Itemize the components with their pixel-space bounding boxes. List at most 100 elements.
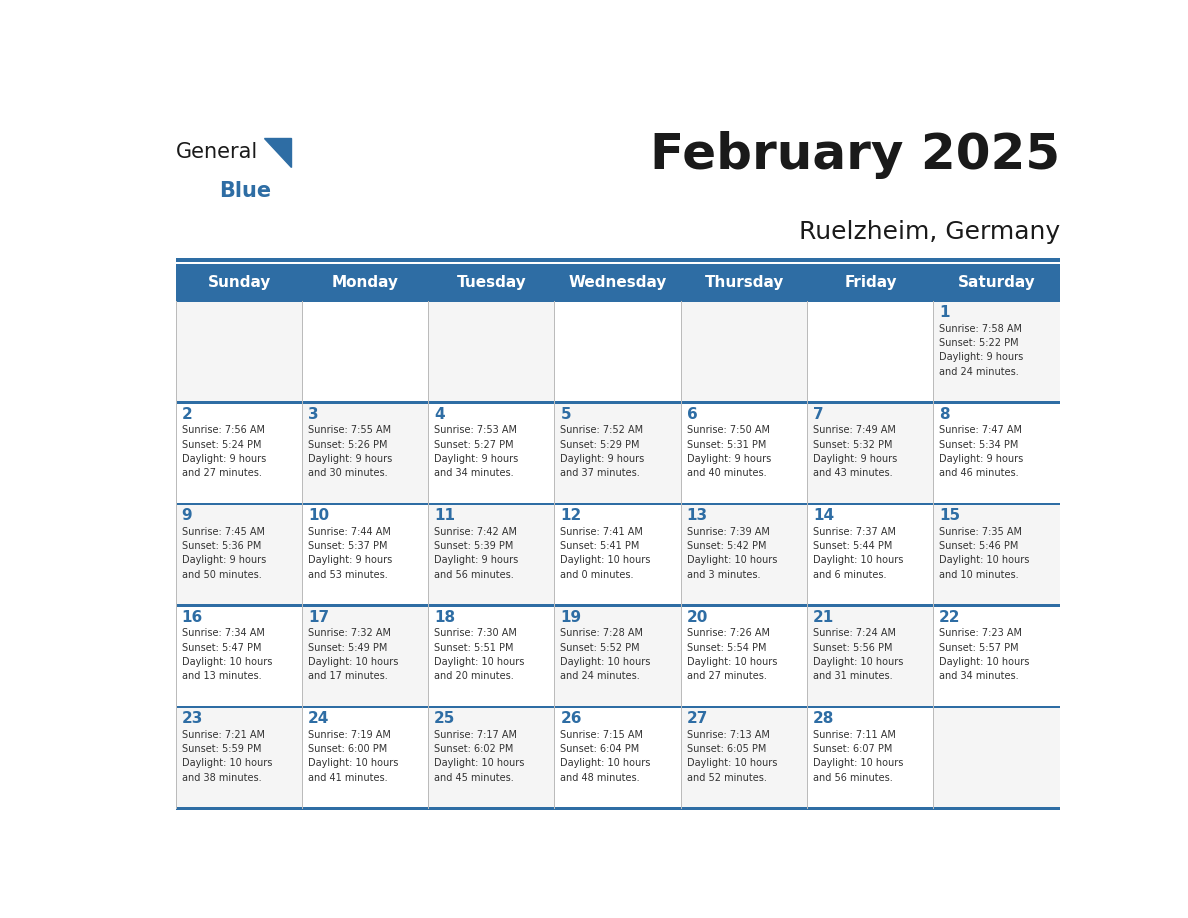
Bar — [934, 402, 1060, 504]
Text: 5: 5 — [561, 407, 571, 421]
Text: 23: 23 — [182, 711, 203, 726]
Bar — [808, 504, 934, 606]
Polygon shape — [264, 139, 291, 167]
Text: General: General — [176, 142, 258, 162]
Bar — [176, 504, 303, 606]
Bar — [303, 707, 429, 809]
Bar — [555, 402, 681, 504]
Text: Sunrise: 7:52 AM
Sunset: 5:29 PM
Daylight: 9 hours
and 37 minutes.: Sunrise: 7:52 AM Sunset: 5:29 PM Dayligh… — [561, 425, 645, 478]
Text: Tuesday: Tuesday — [457, 275, 526, 290]
Bar — [176, 808, 1060, 810]
Text: Sunrise: 7:53 AM
Sunset: 5:27 PM
Daylight: 9 hours
and 34 minutes.: Sunrise: 7:53 AM Sunset: 5:27 PM Dayligh… — [434, 425, 518, 478]
Text: Sunrise: 7:55 AM
Sunset: 5:26 PM
Daylight: 9 hours
and 30 minutes.: Sunrise: 7:55 AM Sunset: 5:26 PM Dayligh… — [308, 425, 392, 478]
Text: Sunrise: 7:23 AM
Sunset: 5:57 PM
Daylight: 10 hours
and 34 minutes.: Sunrise: 7:23 AM Sunset: 5:57 PM Dayligh… — [940, 628, 1030, 681]
Bar — [176, 300, 1060, 302]
Text: 15: 15 — [940, 509, 960, 523]
Text: Sunrise: 7:47 AM
Sunset: 5:34 PM
Daylight: 9 hours
and 46 minutes.: Sunrise: 7:47 AM Sunset: 5:34 PM Dayligh… — [940, 425, 1024, 478]
Text: Sunrise: 7:45 AM
Sunset: 5:36 PM
Daylight: 9 hours
and 50 minutes.: Sunrise: 7:45 AM Sunset: 5:36 PM Dayligh… — [182, 527, 266, 580]
Bar — [176, 301, 303, 402]
Text: Monday: Monday — [331, 275, 399, 290]
Bar — [808, 707, 934, 809]
Bar — [808, 402, 934, 504]
Text: Sunrise: 7:15 AM
Sunset: 6:04 PM
Daylight: 10 hours
and 48 minutes.: Sunrise: 7:15 AM Sunset: 6:04 PM Dayligh… — [561, 730, 651, 783]
Text: Sunrise: 7:17 AM
Sunset: 6:02 PM
Daylight: 10 hours
and 45 minutes.: Sunrise: 7:17 AM Sunset: 6:02 PM Dayligh… — [434, 730, 525, 783]
Text: 20: 20 — [687, 610, 708, 625]
Text: Sunrise: 7:28 AM
Sunset: 5:52 PM
Daylight: 10 hours
and 24 minutes.: Sunrise: 7:28 AM Sunset: 5:52 PM Dayligh… — [561, 628, 651, 681]
Text: Sunrise: 7:41 AM
Sunset: 5:41 PM
Daylight: 10 hours
and 0 minutes.: Sunrise: 7:41 AM Sunset: 5:41 PM Dayligh… — [561, 527, 651, 580]
Text: 11: 11 — [434, 509, 455, 523]
Bar — [681, 301, 808, 402]
Bar — [429, 301, 555, 402]
Text: 9: 9 — [182, 509, 192, 523]
Bar — [555, 301, 681, 402]
Bar — [429, 606, 555, 707]
Text: 19: 19 — [561, 610, 582, 625]
Text: Sunrise: 7:11 AM
Sunset: 6:07 PM
Daylight: 10 hours
and 56 minutes.: Sunrise: 7:11 AM Sunset: 6:07 PM Dayligh… — [813, 730, 903, 783]
Text: Sunrise: 7:32 AM
Sunset: 5:49 PM
Daylight: 10 hours
and 17 minutes.: Sunrise: 7:32 AM Sunset: 5:49 PM Dayligh… — [308, 628, 398, 681]
Text: 2: 2 — [182, 407, 192, 421]
Text: Saturday: Saturday — [958, 275, 1036, 290]
Text: Blue: Blue — [220, 181, 272, 201]
Bar — [681, 402, 808, 504]
Bar — [303, 606, 429, 707]
Text: 4: 4 — [434, 407, 444, 421]
Bar — [176, 258, 1060, 263]
Text: Friday: Friday — [845, 275, 897, 290]
Bar — [176, 401, 1060, 404]
Text: 13: 13 — [687, 509, 708, 523]
Text: February 2025: February 2025 — [650, 131, 1060, 179]
Text: Thursday: Thursday — [704, 275, 784, 290]
Text: 25: 25 — [434, 711, 455, 726]
Text: 18: 18 — [434, 610, 455, 625]
Text: Sunday: Sunday — [208, 275, 271, 290]
Bar — [429, 402, 555, 504]
Text: Sunrise: 7:42 AM
Sunset: 5:39 PM
Daylight: 9 hours
and 56 minutes.: Sunrise: 7:42 AM Sunset: 5:39 PM Dayligh… — [434, 527, 518, 580]
Text: 24: 24 — [308, 711, 329, 726]
Bar — [176, 707, 303, 809]
Bar — [681, 707, 808, 809]
Bar — [555, 504, 681, 606]
Bar — [303, 301, 429, 402]
Text: 7: 7 — [813, 407, 823, 421]
Text: Sunrise: 7:26 AM
Sunset: 5:54 PM
Daylight: 10 hours
and 27 minutes.: Sunrise: 7:26 AM Sunset: 5:54 PM Dayligh… — [687, 628, 777, 681]
Text: Sunrise: 7:37 AM
Sunset: 5:44 PM
Daylight: 10 hours
and 6 minutes.: Sunrise: 7:37 AM Sunset: 5:44 PM Dayligh… — [813, 527, 903, 580]
Bar — [176, 604, 1060, 607]
Bar — [934, 707, 1060, 809]
Bar — [555, 606, 681, 707]
Text: Sunrise: 7:58 AM
Sunset: 5:22 PM
Daylight: 9 hours
and 24 minutes.: Sunrise: 7:58 AM Sunset: 5:22 PM Dayligh… — [940, 324, 1024, 376]
Bar — [303, 504, 429, 606]
Bar — [176, 264, 1060, 301]
Bar — [934, 504, 1060, 606]
Text: 10: 10 — [308, 509, 329, 523]
Text: Sunrise: 7:19 AM
Sunset: 6:00 PM
Daylight: 10 hours
and 41 minutes.: Sunrise: 7:19 AM Sunset: 6:00 PM Dayligh… — [308, 730, 398, 783]
Text: 27: 27 — [687, 711, 708, 726]
Bar — [681, 504, 808, 606]
Text: Sunrise: 7:56 AM
Sunset: 5:24 PM
Daylight: 9 hours
and 27 minutes.: Sunrise: 7:56 AM Sunset: 5:24 PM Dayligh… — [182, 425, 266, 478]
Text: Sunrise: 7:50 AM
Sunset: 5:31 PM
Daylight: 9 hours
and 40 minutes.: Sunrise: 7:50 AM Sunset: 5:31 PM Dayligh… — [687, 425, 771, 478]
Text: Sunrise: 7:39 AM
Sunset: 5:42 PM
Daylight: 10 hours
and 3 minutes.: Sunrise: 7:39 AM Sunset: 5:42 PM Dayligh… — [687, 527, 777, 580]
Bar — [429, 504, 555, 606]
Bar — [681, 606, 808, 707]
Text: Sunrise: 7:21 AM
Sunset: 5:59 PM
Daylight: 10 hours
and 38 minutes.: Sunrise: 7:21 AM Sunset: 5:59 PM Dayligh… — [182, 730, 272, 783]
Bar — [429, 707, 555, 809]
Bar — [934, 606, 1060, 707]
Text: 28: 28 — [813, 711, 834, 726]
Text: 8: 8 — [940, 407, 950, 421]
Text: Sunrise: 7:49 AM
Sunset: 5:32 PM
Daylight: 9 hours
and 43 minutes.: Sunrise: 7:49 AM Sunset: 5:32 PM Dayligh… — [813, 425, 897, 478]
Bar — [303, 402, 429, 504]
Bar — [176, 503, 1060, 505]
Text: 17: 17 — [308, 610, 329, 625]
Text: 3: 3 — [308, 407, 318, 421]
Text: Sunrise: 7:34 AM
Sunset: 5:47 PM
Daylight: 10 hours
and 13 minutes.: Sunrise: 7:34 AM Sunset: 5:47 PM Dayligh… — [182, 628, 272, 681]
Text: Sunrise: 7:44 AM
Sunset: 5:37 PM
Daylight: 9 hours
and 53 minutes.: Sunrise: 7:44 AM Sunset: 5:37 PM Dayligh… — [308, 527, 392, 580]
Text: 12: 12 — [561, 509, 582, 523]
Text: 22: 22 — [940, 610, 961, 625]
Text: Sunrise: 7:13 AM
Sunset: 6:05 PM
Daylight: 10 hours
and 52 minutes.: Sunrise: 7:13 AM Sunset: 6:05 PM Dayligh… — [687, 730, 777, 783]
Text: 1: 1 — [940, 306, 949, 320]
Text: 16: 16 — [182, 610, 203, 625]
Text: 6: 6 — [687, 407, 697, 421]
Bar — [934, 301, 1060, 402]
Bar — [555, 707, 681, 809]
Text: 21: 21 — [813, 610, 834, 625]
Text: Sunrise: 7:30 AM
Sunset: 5:51 PM
Daylight: 10 hours
and 20 minutes.: Sunrise: 7:30 AM Sunset: 5:51 PM Dayligh… — [434, 628, 525, 681]
